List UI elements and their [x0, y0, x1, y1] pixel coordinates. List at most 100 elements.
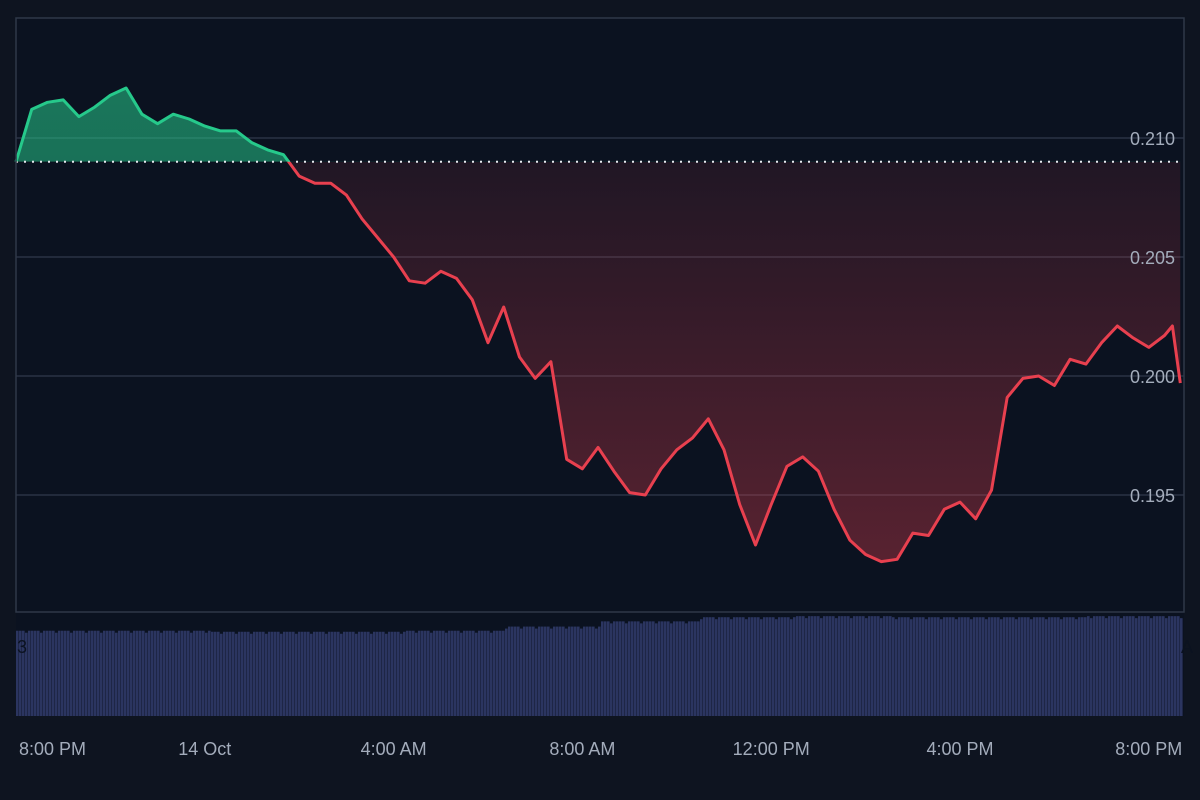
- volume-bar: [31, 630, 34, 716]
- volume-bar: [556, 626, 559, 716]
- volume-bar: [217, 631, 220, 716]
- volume-bar: [292, 631, 295, 716]
- volume-bar: [1030, 619, 1033, 716]
- volume-bar: [373, 631, 376, 716]
- volume-bar: [301, 631, 304, 716]
- volume-bar: [133, 630, 136, 716]
- volume-bar: [1063, 617, 1066, 716]
- volume-bar: [1090, 618, 1093, 716]
- volume-bar: [799, 616, 802, 716]
- volume-bar: [916, 617, 919, 716]
- volume-bar: [730, 619, 733, 716]
- volume-bar: [643, 621, 646, 716]
- volume-bar: [460, 632, 463, 716]
- volume-bar: [526, 626, 529, 716]
- volume-bar: [502, 630, 505, 716]
- volume-bar: [712, 617, 715, 716]
- volume-bar: [490, 632, 493, 716]
- volume-bar: [130, 632, 133, 716]
- volume-bar: [781, 617, 784, 716]
- volume-bar: [529, 626, 532, 716]
- volume-bar: [832, 616, 835, 716]
- volume-bar: [931, 617, 934, 716]
- y-tick-label: 0.200: [1130, 367, 1175, 387]
- volume-bar: [1159, 616, 1162, 716]
- volume-bar: [607, 621, 610, 716]
- volume-bar: [55, 632, 58, 716]
- volume-bar: [94, 630, 97, 716]
- volume-bar: [1039, 617, 1042, 716]
- volume-bar: [154, 630, 157, 716]
- volume-bar: [352, 631, 355, 716]
- x-tick-label: 4:00 PM: [926, 739, 993, 759]
- volume-bar: [1000, 619, 1003, 716]
- volume-bar: [214, 631, 217, 716]
- volume-bar: [652, 621, 655, 716]
- volume-bar: [883, 616, 886, 716]
- volume-bar: [340, 633, 343, 716]
- volume-bar: [856, 616, 859, 716]
- volume-bar: [481, 630, 484, 716]
- volume-bar: [553, 626, 556, 716]
- volume-bar: [466, 630, 469, 716]
- volume-bar: [277, 631, 280, 716]
- volume-bar: [97, 630, 100, 716]
- volume-bar: [676, 621, 679, 716]
- volume-bar: [70, 632, 73, 716]
- volume-bar: [733, 617, 736, 716]
- volume-bar: [1108, 616, 1111, 716]
- volume-bar: [166, 630, 169, 716]
- volume-bar: [427, 630, 430, 716]
- volume-bar: [568, 626, 571, 716]
- volume-bar: [814, 616, 817, 716]
- volume-bar: [1111, 616, 1114, 716]
- volume-bar: [382, 631, 385, 716]
- volume-bar: [1003, 617, 1006, 716]
- volume-bar: [943, 617, 946, 716]
- volume-bar: [295, 633, 298, 716]
- volume-bar: [457, 630, 460, 716]
- volume-bar: [613, 621, 616, 716]
- volume-bar: [517, 626, 520, 716]
- volume-bar: [868, 616, 871, 716]
- volume-bar: [610, 623, 613, 716]
- volume-bar: [811, 616, 814, 716]
- volume-bar: [1027, 617, 1030, 716]
- volume-bar: [1018, 617, 1021, 716]
- volume-bar: [196, 630, 199, 716]
- volume-bar: [964, 617, 967, 716]
- volume-bar: [763, 617, 766, 716]
- volume-bar: [370, 633, 373, 716]
- volume-bar: [1144, 616, 1147, 716]
- volume-bar: [478, 630, 481, 716]
- volume-bar: [91, 630, 94, 716]
- volume-bar: [1153, 616, 1156, 716]
- volume-bar: [694, 621, 697, 716]
- volume-bar: [769, 617, 772, 716]
- volume-bar: [118, 630, 121, 716]
- volume-bar: [16, 630, 19, 716]
- volume-bar: [550, 628, 553, 716]
- volume-bar: [565, 628, 568, 716]
- volume-bar: [955, 619, 958, 716]
- volume-bar: [406, 630, 409, 716]
- volume-bar: [1081, 617, 1084, 716]
- volume-bar: [58, 630, 61, 716]
- volume-bar: [922, 617, 925, 716]
- volume-bar: [454, 630, 457, 716]
- price-line-below: [16, 161, 1182, 564]
- volume-bar: [913, 617, 916, 716]
- plot-frame: [15, 17, 1185, 613]
- volume-bar: [403, 631, 406, 716]
- volume-bar: [364, 631, 367, 716]
- volume-bar: [103, 630, 106, 716]
- volume-bar: [679, 621, 682, 716]
- volume-bar: [1078, 617, 1081, 716]
- volume-bar: [79, 630, 82, 716]
- volume-bar: [634, 621, 637, 716]
- volume-bar: [784, 617, 787, 716]
- volume-bar: [124, 630, 127, 716]
- volume-bar: [235, 633, 238, 716]
- volume-bar: [862, 616, 865, 716]
- volume-bar: [187, 630, 190, 716]
